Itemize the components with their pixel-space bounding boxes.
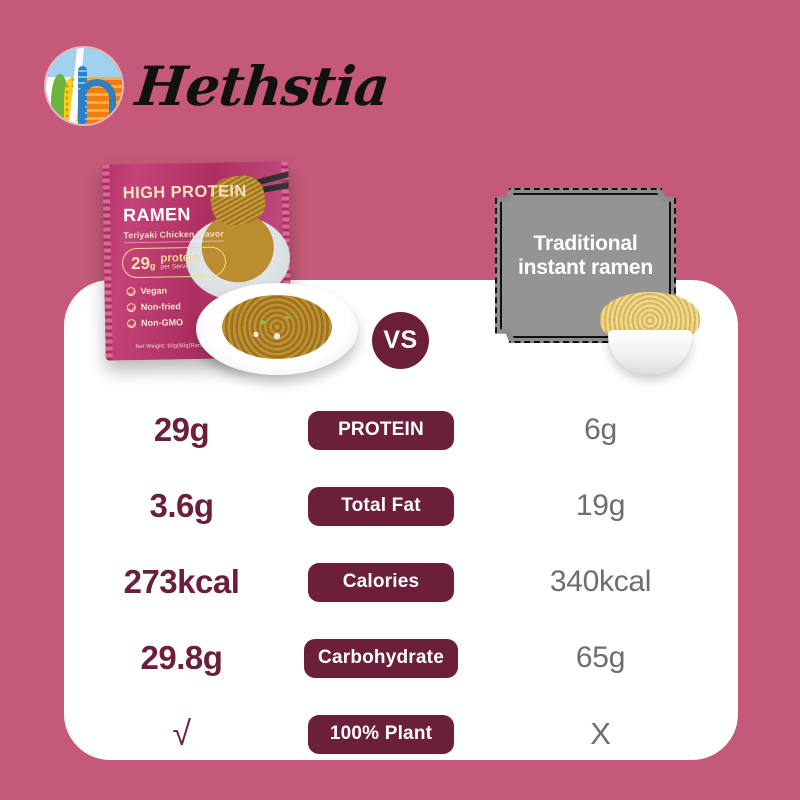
attribute-cell: Total Fat [299, 486, 463, 526]
product-value-cell: 29.8g [64, 639, 299, 677]
product-value-cell: 273kcal [64, 563, 299, 601]
competitor-value: 6g [584, 413, 617, 446]
product-value-cell: 29g [64, 411, 299, 449]
product-value: 29g [153, 411, 210, 448]
competitor-value-cell: 65g [463, 641, 738, 675]
attribute-pill: Calories [308, 562, 454, 602]
table-row: 3.6g Total Fat 19g [64, 468, 738, 544]
attribute-cell: 100% Plant [299, 714, 463, 754]
versus-badge: VS [372, 312, 429, 369]
competitor-value-cell: 340kcal [463, 565, 738, 599]
attribute-cell: PROTEIN [299, 410, 463, 450]
comparison-table: 29g PROTEIN 6g 3.6g Total Fat 19g 273kca… [64, 392, 738, 772]
product-value: 29.8g [140, 639, 223, 676]
product-value: 3.6g [149, 487, 214, 524]
package-protein-badge: 29g protein per Serving [121, 246, 227, 279]
check-circle-icon [126, 318, 137, 328]
package-bullet-item: Non-GMO [126, 317, 183, 328]
competitor-value-cell: 19g [463, 489, 738, 523]
table-row: √ 100% Plant X [64, 696, 738, 772]
attribute-cell: Carbohydrate [299, 638, 463, 678]
competitor-cross-mark: X [590, 716, 611, 751]
package-bullet-list: Vegan Non-fried Non-GMO [126, 285, 183, 334]
product-value-cell: √ [64, 715, 299, 754]
product-check-mark: √ [172, 714, 191, 753]
table-row: 29.8g Carbohydrate 65g [64, 620, 738, 696]
competitor-value: 19g [575, 489, 626, 522]
protein-amount: 29 [130, 253, 151, 273]
package-product-name: RAMEN [123, 204, 191, 226]
competitor-noodle-bowl-image [596, 292, 704, 374]
hethstia-circle-logo-icon [46, 48, 122, 124]
attribute-cell: Calories [299, 562, 463, 602]
product-value-cell: 3.6g [64, 487, 299, 525]
attribute-pill: PROTEIN [308, 410, 454, 450]
attribute-pill: Carbohydrate [304, 638, 458, 678]
package-bullet-item: Non-fried [126, 301, 183, 312]
protein-unit: g [149, 260, 156, 271]
served-noodle-dish-image [196, 283, 358, 375]
brand-header: Hethstia [46, 48, 392, 124]
competitor-value: 65g [575, 641, 626, 674]
table-row: 273kcal Calories 340kcal [64, 544, 738, 620]
competitor-value: 340kcal [549, 565, 652, 598]
product-value: 273kcal [123, 563, 240, 600]
check-circle-icon [126, 286, 136, 296]
table-row: 29g PROTEIN 6g [64, 392, 738, 468]
attribute-pill: 100% Plant [308, 714, 454, 754]
package-bullet-item: Vegan [126, 285, 182, 296]
competitor-package-label: Traditional instant ramen [517, 232, 654, 279]
check-circle-icon [126, 302, 136, 312]
package-headline: HIGH PROTEIN [122, 182, 247, 203]
attribute-pill: Total Fat [308, 486, 454, 526]
package-flavor: Teriyaki Chicken Flavor [123, 228, 225, 241]
competitor-value-cell: X [463, 716, 738, 752]
competitor-value-cell: 6g [463, 413, 738, 447]
protein-sublabel: per Serving [160, 263, 195, 272]
brand-name: Hethstia [132, 54, 392, 118]
